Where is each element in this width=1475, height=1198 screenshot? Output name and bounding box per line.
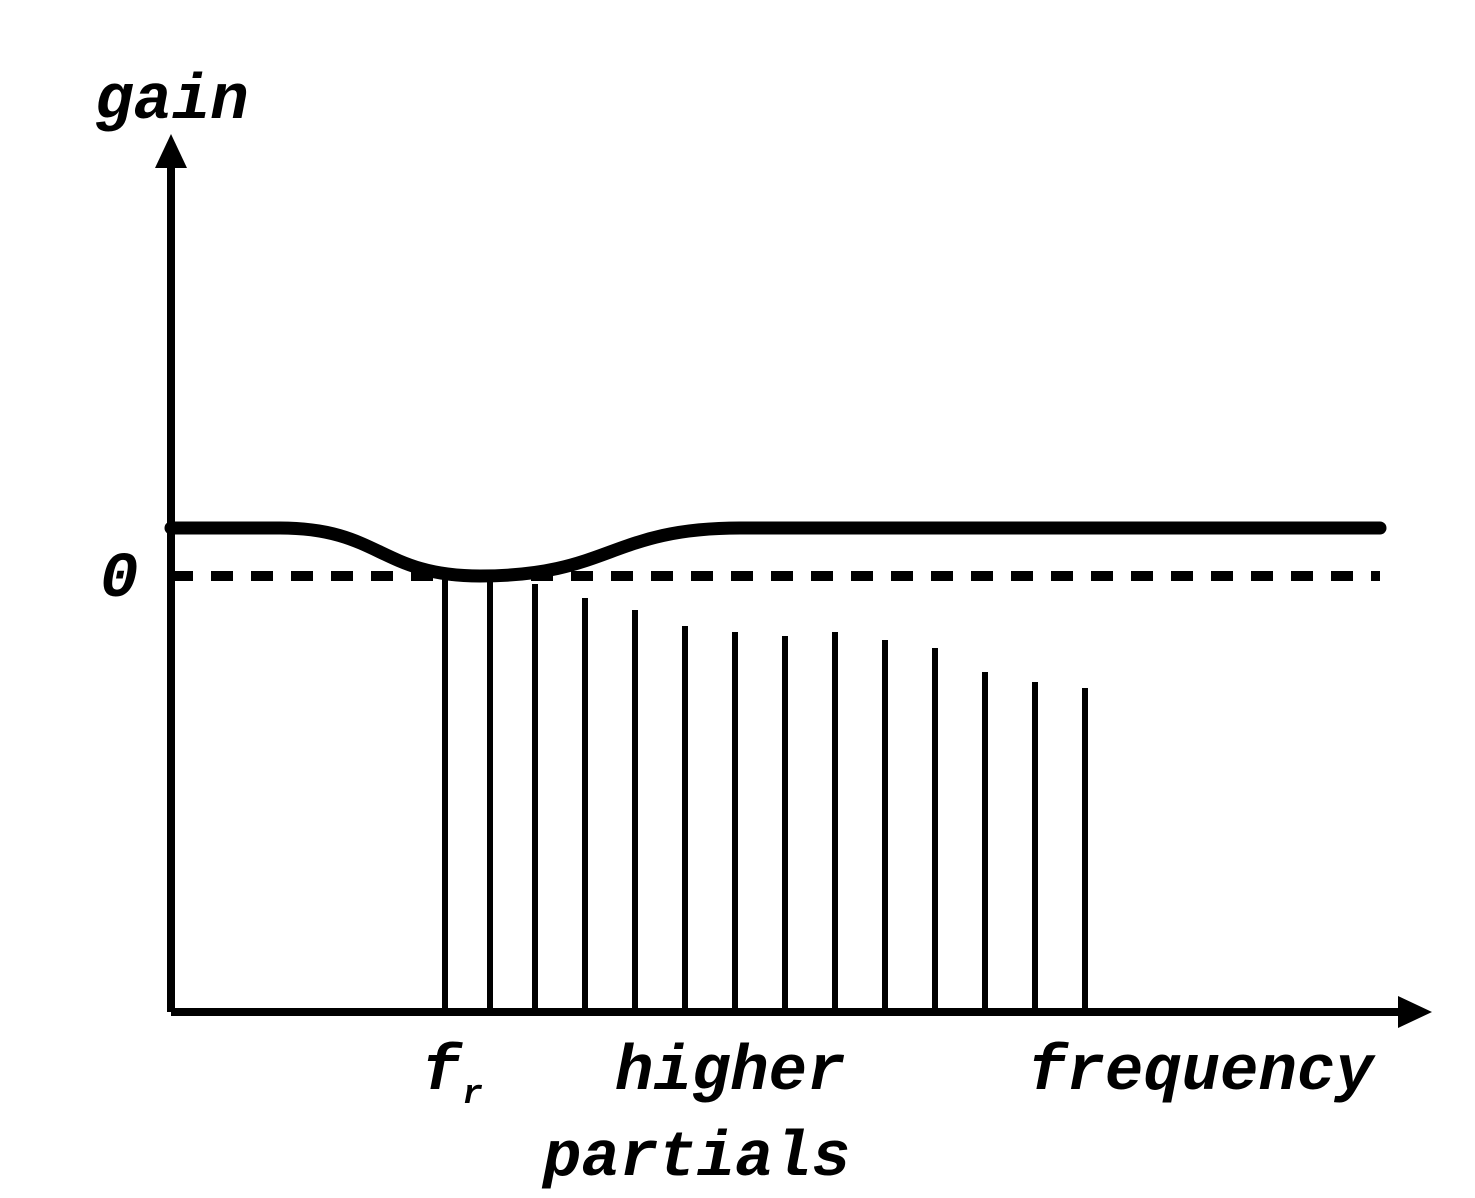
arrowhead-up-icon bbox=[155, 134, 187, 168]
gain-curve bbox=[171, 528, 1380, 576]
fr-label: fr bbox=[422, 1037, 483, 1114]
x-axis-label: frequency bbox=[1028, 1037, 1376, 1109]
y-axis-label: gain bbox=[95, 66, 249, 138]
higher-label: higher bbox=[615, 1037, 845, 1109]
arrowhead-right-icon bbox=[1398, 996, 1432, 1028]
y-tick-zero-label: 0 bbox=[100, 544, 138, 616]
partials-group bbox=[445, 576, 1085, 1012]
partials-label: partials bbox=[541, 1123, 850, 1195]
gain-curve-group bbox=[171, 528, 1380, 576]
labels-group: gain 0 fr higher partials frequency bbox=[95, 66, 1376, 1195]
